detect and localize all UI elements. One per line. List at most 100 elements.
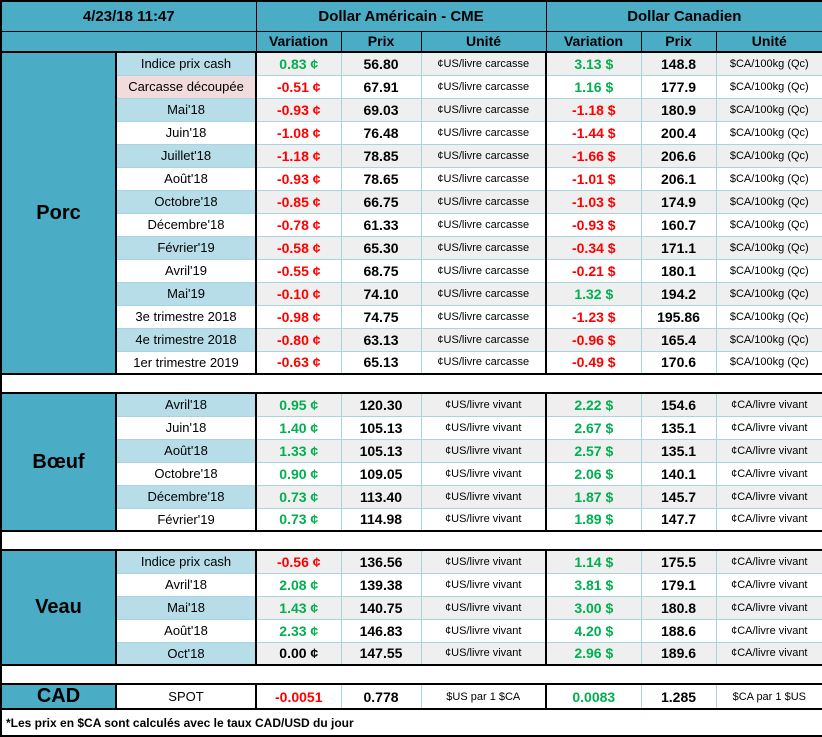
row-label: Décembre'18 <box>115 484 258 509</box>
ca-variation: 3.81 $ <box>545 572 642 597</box>
ca-price: 171.1 <box>640 235 717 260</box>
ca-price: 194.2 <box>640 281 717 306</box>
row-label: Carcasse découpée <box>115 74 258 99</box>
ca-unit: ¢CA/livre vivant <box>715 549 822 574</box>
us-price: 109.05 <box>340 461 422 486</box>
table-body: Porc Indice prix cash 0.83 ¢ 56.80 ¢US/livre… <box>0 51 822 710</box>
us-price: 105.13 <box>340 415 422 440</box>
us-unit: ¢US/livre vivant <box>420 461 547 486</box>
row-label: Février'19 <box>115 235 258 260</box>
ca-price: 206.6 <box>640 143 717 168</box>
ca-variation: -0.96 $ <box>545 327 642 352</box>
table-row-porc: Mai'18 -0.93 ¢ 69.03 ¢US/livre carcasse -1.1… <box>1 97 822 122</box>
ca-variation: -1.18 $ <box>545 97 642 122</box>
ca-unit: $CA/100kg (Qc) <box>715 350 822 375</box>
us-price: 69.03 <box>340 97 422 122</box>
ca-unit: ¢CA/livre vivant <box>715 484 822 509</box>
timestamp: 4/23/18 11:47 <box>0 0 257 32</box>
table-row-boeuf: Octobre'18 0.90 ¢ 109.05 ¢US/livre vivant 2.… <box>1 461 822 486</box>
us-price: 68.75 <box>340 258 422 283</box>
ca-variation: 3.13 $ <box>545 51 642 76</box>
us-variation: 1.43 ¢ <box>255 595 342 620</box>
us-unit: ¢US/livre carcasse <box>420 74 547 99</box>
ca-price: 177.9 <box>640 74 717 99</box>
table-footer: *Les prix en $CA sont calculés avec le t… <box>1 708 822 736</box>
row-label: Mai'19 <box>115 281 258 306</box>
table-row-porc: 1er trimestre 2019 -0.63 ¢ 65.13 ¢US/livre … <box>1 350 822 375</box>
section-gap <box>1 373 822 394</box>
us-variation: -0.93 ¢ <box>255 97 342 122</box>
us-variation: -0.58 ¢ <box>255 235 342 260</box>
ca-price: 135.1 <box>640 438 717 463</box>
header-spacer <box>0 30 257 53</box>
us-price: 65.13 <box>340 350 422 375</box>
ca-price: 147.7 <box>640 507 717 532</box>
ca-variation: -1.03 $ <box>545 189 642 214</box>
us-variation: 2.33 ¢ <box>255 618 342 643</box>
us-price: 147.55 <box>340 641 422 666</box>
section-gap-cell <box>1 530 822 551</box>
us-unit: ¢US/livre carcasse <box>420 143 547 168</box>
table-row-porc: Février'19 -0.58 ¢ 65.30 ¢US/livre carcasse… <box>1 235 822 260</box>
table-row-porc: Décembre'18 -0.78 ¢ 61.33 ¢US/livre carcass… <box>1 212 822 237</box>
section-label-veau: Veau <box>0 549 117 666</box>
ca-price: 140.1 <box>640 461 717 486</box>
us-unit: ¢US/livre carcasse <box>420 51 547 76</box>
usd-price-header: Prix <box>340 30 422 53</box>
row-label: Mai'18 <box>115 595 258 620</box>
us-unit: ¢US/livre vivant <box>420 484 547 509</box>
ca-price: 160.7 <box>640 212 717 237</box>
table-row-porc: Porc Indice prix cash 0.83 ¢ 56.80 ¢US/livre… <box>0 51 822 375</box>
us-variation: -0.80 ¢ <box>255 327 342 352</box>
ca-price: 174.9 <box>640 189 717 214</box>
ca-variation: 0.0083 <box>545 683 642 710</box>
ca-variation: 4.20 $ <box>545 618 642 643</box>
ca-unit: $CA par 1 $US <box>715 683 822 710</box>
us-variation: 2.08 ¢ <box>255 572 342 597</box>
table-row-boeuf: Août'18 1.33 ¢ 105.13 ¢US/livre vivant 2.57 … <box>1 438 822 463</box>
ca-price: 135.1 <box>640 415 717 440</box>
table-row-veau: Août'18 2.33 ¢ 146.83 ¢US/livre vivant 4.20 … <box>1 618 822 643</box>
table-row-cad: CAD SPOT -0.0051 0.778 $US par 1 $CA 0.0083 1.… <box>0 683 822 710</box>
us-variation: -0.51 ¢ <box>255 74 342 99</box>
us-variation: -0.0051 <box>255 683 342 710</box>
section-label-porc: Porc <box>0 51 117 375</box>
cad-unit-header: Unité <box>715 30 822 53</box>
section-label-cad: CAD <box>0 683 117 710</box>
us-variation: -0.56 ¢ <box>255 549 342 574</box>
usd-group-header: Dollar Américain - CME <box>255 0 547 32</box>
section-gap <box>1 530 822 551</box>
table-row-veau: Oct'18 0.00 ¢ 147.55 ¢US/livre vivant 2.96 $… <box>1 641 822 666</box>
us-price: 140.75 <box>340 595 422 620</box>
table-row-porc: 4e trimestre 2018 -0.80 ¢ 63.13 ¢US/livre c… <box>1 327 822 352</box>
ca-unit: ¢CA/livre vivant <box>715 415 822 440</box>
us-price: 0.778 <box>340 683 422 710</box>
us-unit: ¢US/livre vivant <box>420 641 547 666</box>
us-variation: -0.85 ¢ <box>255 189 342 214</box>
row-label: Indice prix cash <box>115 549 258 574</box>
ca-unit: $CA/100kg (Qc) <box>715 166 822 191</box>
ca-variation: -0.21 $ <box>545 258 642 283</box>
ca-variation: -0.49 $ <box>545 350 642 375</box>
ca-variation: 2.22 $ <box>545 392 642 417</box>
ca-price: 206.1 <box>640 166 717 191</box>
row-label: Juin'18 <box>115 415 258 440</box>
us-unit: ¢US/livre vivant <box>420 595 547 620</box>
row-label: Juillet'18 <box>115 143 258 168</box>
section-gap <box>1 664 822 685</box>
ca-unit: $CA/100kg (Qc) <box>715 327 822 352</box>
table-row-porc: Juillet'18 -1.18 ¢ 78.85 ¢US/livre carcasse… <box>1 143 822 168</box>
table-header: 4/23/18 11:47 Dollar Américain - CME Dol… <box>0 0 822 53</box>
us-variation: -0.98 ¢ <box>255 304 342 329</box>
table-row-boeuf: Décembre'18 0.73 ¢ 113.40 ¢US/livre vivant 1… <box>1 484 822 509</box>
ca-variation: 2.67 $ <box>545 415 642 440</box>
us-unit: ¢US/livre carcasse <box>420 166 547 191</box>
ca-unit: ¢CA/livre vivant <box>715 572 822 597</box>
ca-unit: $CA/100kg (Qc) <box>715 97 822 122</box>
ca-price: 200.4 <box>640 120 717 145</box>
us-price: 66.75 <box>340 189 422 214</box>
us-price: 56.80 <box>340 51 422 76</box>
row-label: Octobre'18 <box>115 189 258 214</box>
ca-price: 180.8 <box>640 595 717 620</box>
table-row-porc: Août'18 -0.93 ¢ 78.65 ¢US/livre carcasse -1.… <box>1 166 822 191</box>
